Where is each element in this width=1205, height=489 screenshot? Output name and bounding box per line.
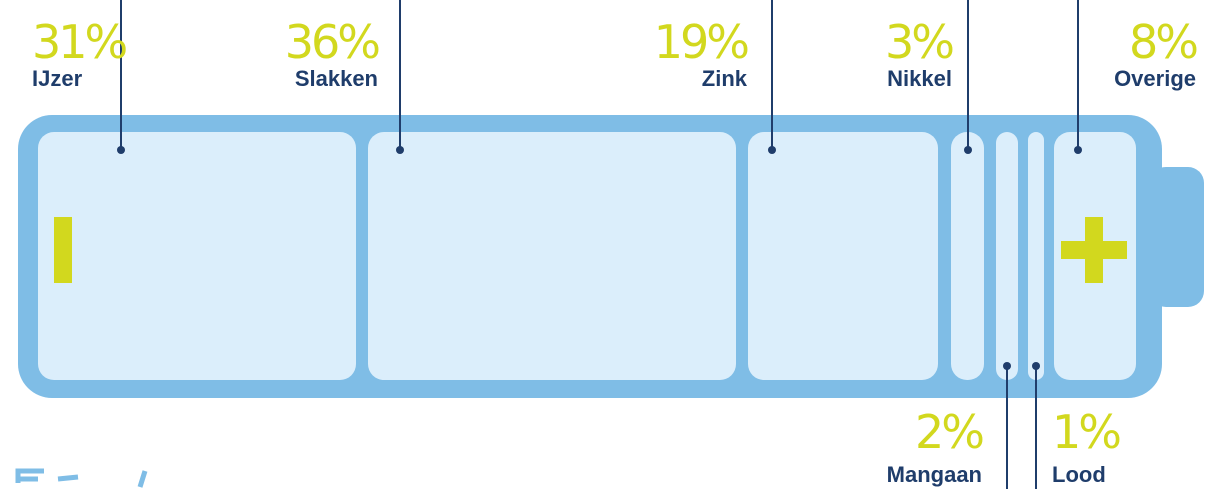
leader-dot-overige (1074, 146, 1082, 154)
category-label-zink: Zink (702, 66, 748, 91)
leader-dot-zink (768, 146, 776, 154)
leader-dot-ijzer (117, 146, 125, 154)
leader-lines (117, 0, 1082, 489)
segment-mangaan (996, 132, 1018, 380)
cut-off-heading-fragment (15, 468, 148, 488)
value-label-ijzer: 31% (32, 15, 127, 69)
category-label-ijzer: IJzer (32, 66, 83, 91)
battery-terminal (1150, 167, 1204, 307)
segment-zink (748, 132, 938, 380)
segment-slakken (368, 132, 736, 380)
value-label-lood: 1% (1052, 405, 1120, 459)
value-label-slakken: 36% (285, 15, 380, 69)
leader-dot-nikkel (964, 146, 972, 154)
leader-dot-lood (1032, 362, 1040, 370)
leader-dot-mangaan (1003, 362, 1011, 370)
category-label-overige: Overige (1114, 66, 1196, 91)
segment-ijzer (38, 132, 356, 380)
category-label-mangaan: Mangaan (887, 462, 982, 487)
labels: 31%IJzer 36%Slakken 19%Zink 3%Nikkel 2% Manga… (32, 15, 1200, 487)
value-label-overige: 8% (1129, 15, 1197, 69)
leader-dot-slakken (396, 146, 404, 154)
category-label-lood: Lood (1052, 462, 1106, 487)
segment-lood (1028, 132, 1044, 380)
value-label-nikkel: 3% (885, 15, 953, 69)
segments (38, 132, 1136, 380)
segment-nikkel (951, 132, 984, 380)
value-label-mangaan: 2% (915, 405, 983, 459)
category-label-nikkel: Nikkel (887, 66, 952, 91)
category-label-slakken: Slakken (295, 66, 378, 91)
positive-sign-icon (1061, 217, 1127, 283)
negative-sign-icon (54, 217, 72, 283)
value-label-zink: 19% (654, 15, 749, 69)
